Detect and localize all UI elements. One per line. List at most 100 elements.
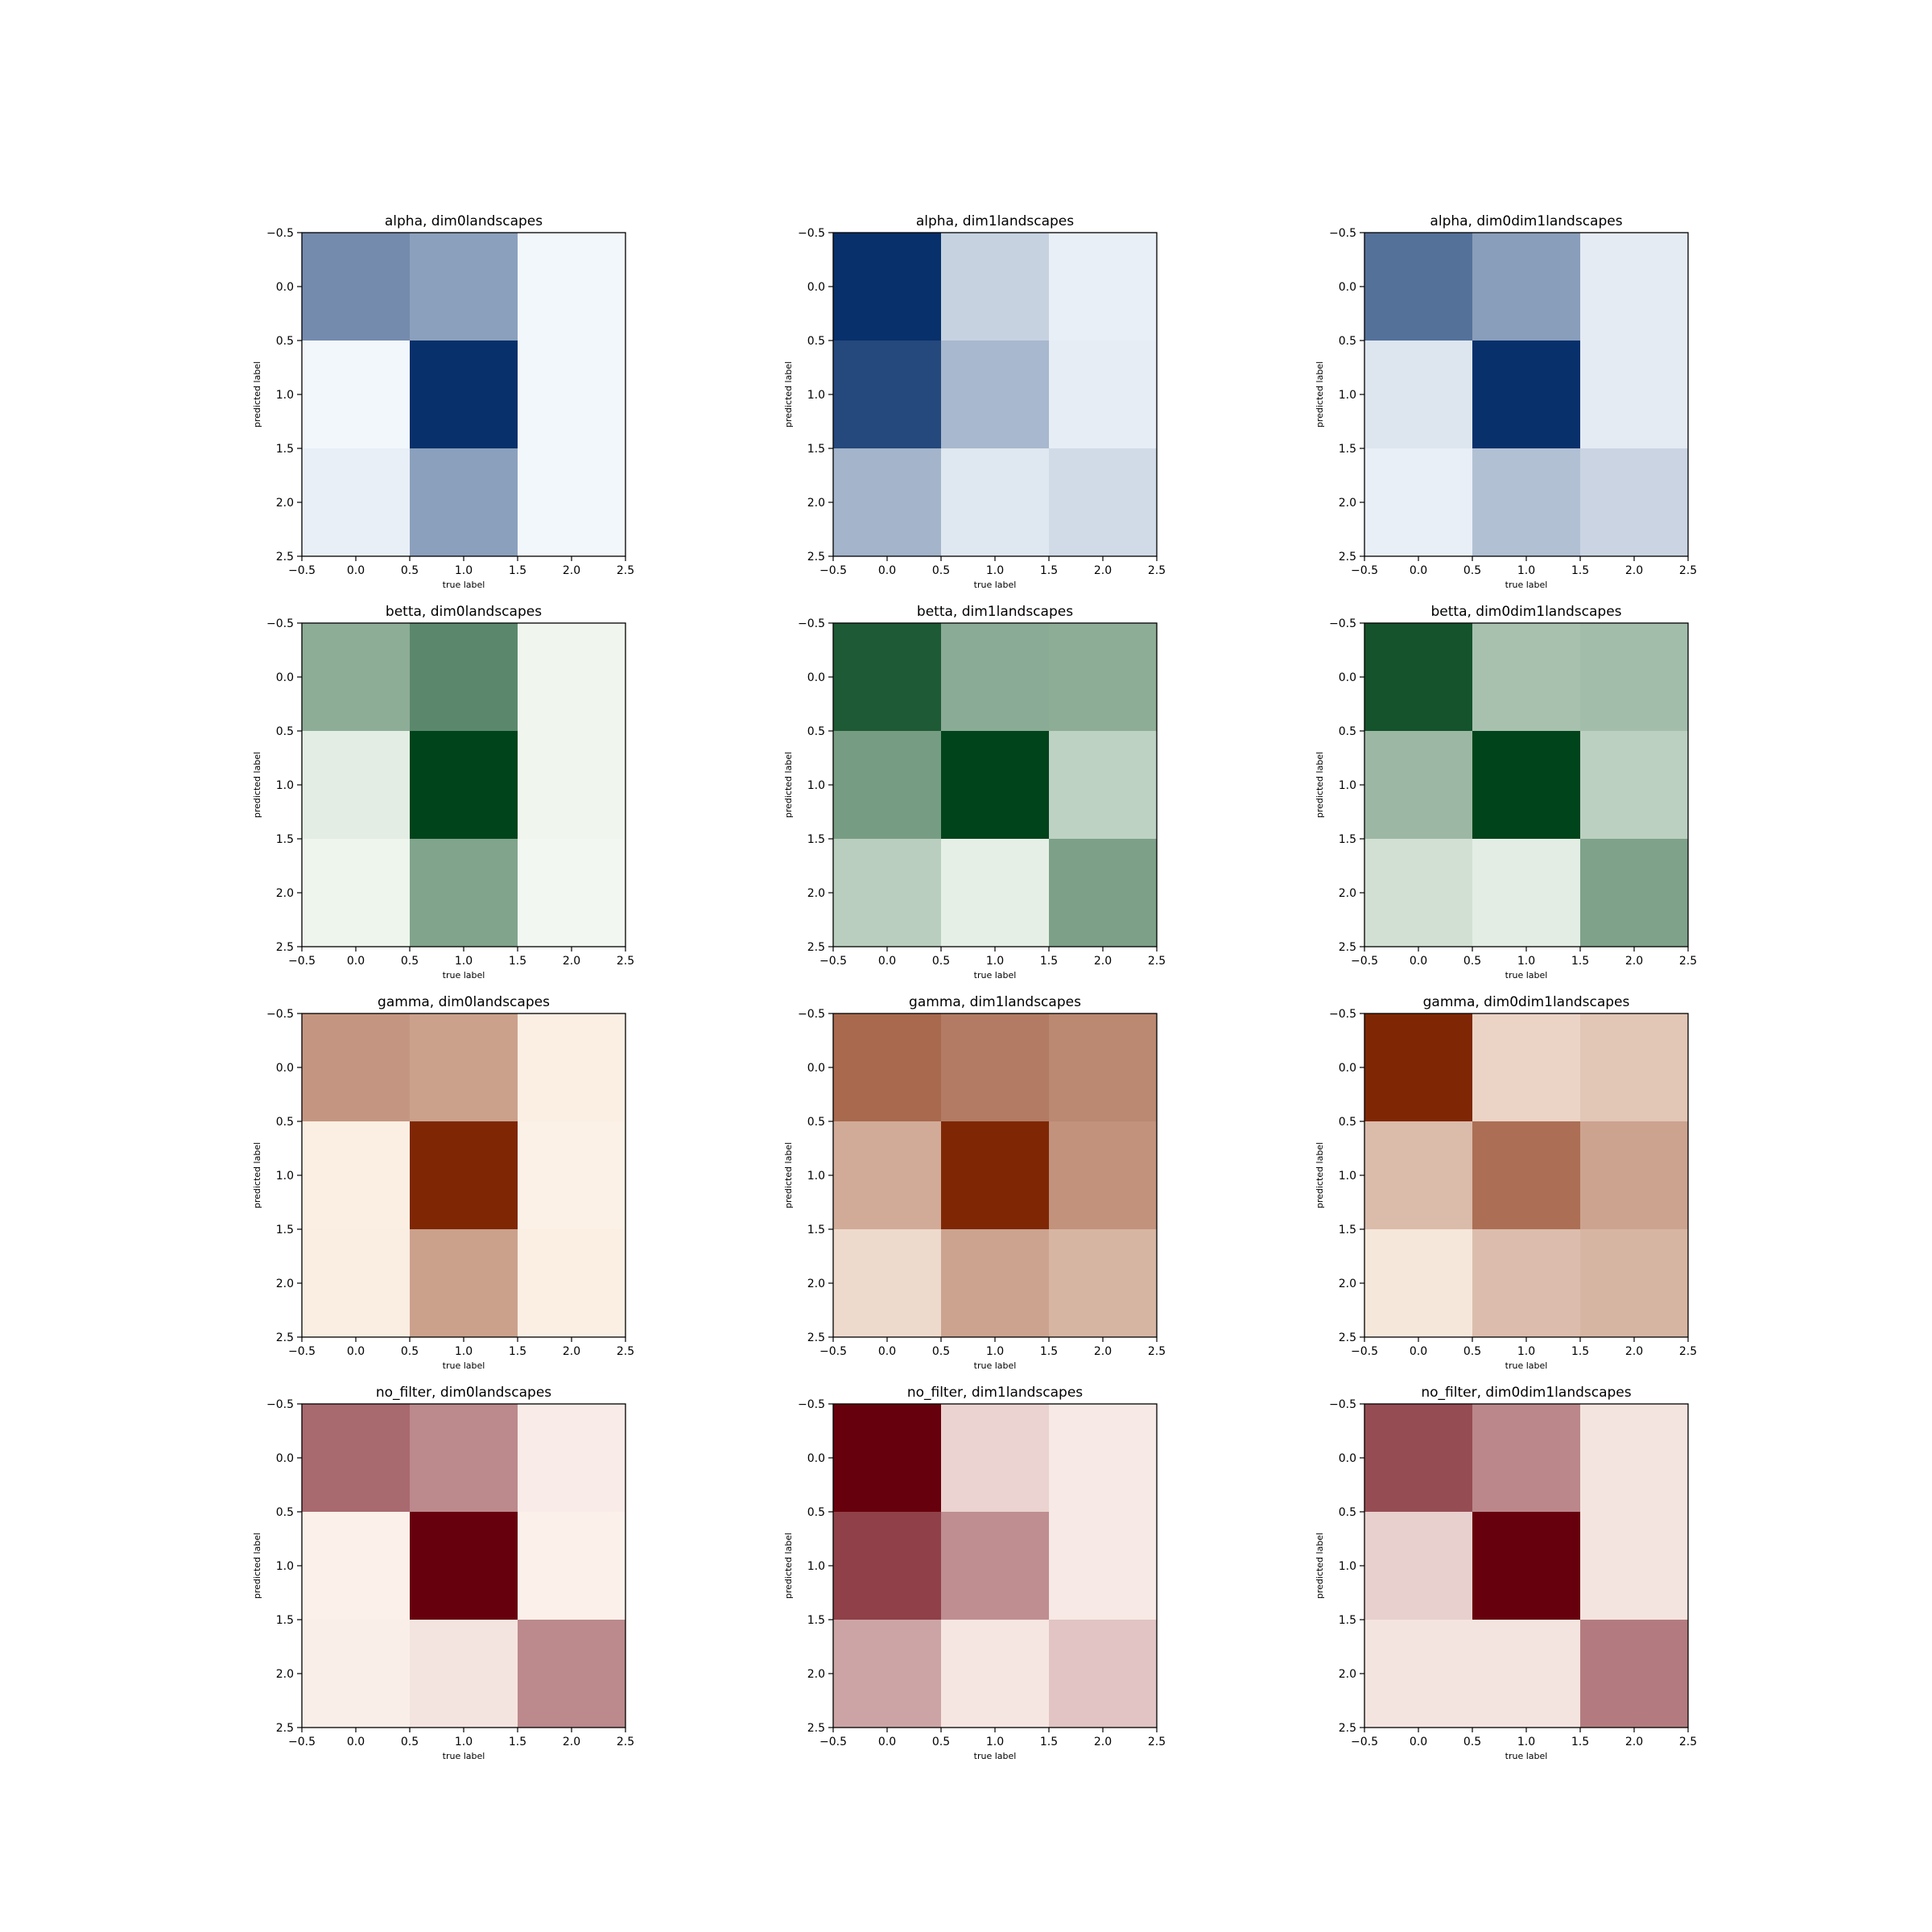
heatmap-cell-r0-c2 [1049,1404,1157,1512]
y-tick-label: 2.0 [1339,497,1356,510]
heatmap-cell-r0-c1 [1472,623,1580,731]
heatmap-panel-no-filter-dim1landscapes: −0.5 0.0 0.5 1.0 1.5 2.0 2.5−0.50.00.51.01.52.… [783,1385,1166,1761]
heatmap-cell-r1-c2 [518,1121,625,1229]
heatmap-cell-r2-c1 [1472,1229,1580,1337]
y-tick-label: 2.5 [807,941,825,954]
x-axis-label: true label [974,970,1017,980]
heatmap-cell-r1-c0 [302,731,410,839]
x-tick-label: 0.0 [347,1736,365,1748]
heatmap-cell-r2-c1 [941,839,1049,947]
y-tick-label: −0.5 [798,617,825,630]
heatmap-cell-r1-c1 [941,731,1049,839]
heatmap-panel-gamma-dim0landscapes: −0.5 0.0 0.5 1.0 1.5 2.0 2.5−0.50.00.51.01.52.… [252,994,634,1371]
x-tick-label: 0.0 [347,955,365,968]
heatmap-cell-r2-c0 [302,1620,410,1728]
y-tick-label: 0.0 [276,281,294,294]
y-tick-label: 0.5 [807,335,825,348]
y-tick-label: 0.0 [1339,281,1356,294]
x-tick-label: 1.0 [986,955,1004,968]
y-tick-label: −0.5 [1329,1008,1356,1021]
heatmap-cell-r1-c2 [1580,1512,1688,1620]
x-tick-label: 1.5 [1040,1736,1058,1748]
x-axis-label: true label [1505,1360,1548,1371]
y-tick-label: 2.5 [276,941,294,954]
x-tick-label: 2.5 [1148,1736,1166,1748]
heatmap-panel-no-filter-dim0landscapes: −0.5 0.0 0.5 1.0 1.5 2.0 2.5−0.50.00.51.01.52.… [252,1385,634,1761]
y-axis-label: predicted label [1315,1533,1325,1599]
x-tick-label: 0.0 [1410,1736,1427,1748]
panel-title: betta, dim1landscapes [917,604,1073,620]
y-tick-label: 0.5 [807,1116,825,1129]
heatmap-cell-r0-c1 [410,623,518,731]
x-tick-label: 2.5 [1679,955,1697,968]
y-tick-label: 0.0 [807,281,825,294]
x-tick-label: −0.5 [1351,1736,1378,1748]
y-tick-label: 0.5 [276,1506,294,1519]
x-tick-label: 2.5 [1679,564,1697,577]
x-tick-label: 1.0 [986,564,1004,577]
heatmap-cell-r2-c2 [518,448,625,556]
heatmap-cell-r0-c0 [1364,233,1472,341]
y-tick-label: 0.0 [1339,671,1356,684]
heatmap-cell-r1-c0 [1364,1512,1472,1620]
heatmap-cell-r2-c1 [1472,448,1580,556]
x-tick-label: 2.5 [617,955,634,968]
y-tick-label: −0.5 [798,227,825,240]
heatmap-cell-r0-c0 [833,233,941,341]
heatmap-cell-r2-c0 [302,448,410,556]
heatmap-cell-r1-c1 [410,731,518,839]
x-tick-label: 2.5 [1148,1345,1166,1358]
y-tick-label: −0.5 [1329,227,1356,240]
panel-title: betta, dim0dim1landscapes [1430,604,1621,620]
x-tick-label: −0.5 [819,955,847,968]
heatmap-cell-r0-c1 [1472,1013,1580,1121]
heatmap-cell-r0-c1 [941,233,1049,341]
y-axis-label: predicted label [1315,361,1325,427]
x-axis-label: true label [1505,580,1548,590]
x-tick-label: 2.5 [617,1345,634,1358]
x-axis-label: true label [443,970,485,980]
y-tick-label: 0.5 [1339,1506,1356,1519]
heatmap-cell-r1-c1 [1472,341,1580,448]
y-tick-label: 1.5 [1339,1224,1356,1236]
heatmap-cell-r2-c2 [1049,1229,1157,1337]
heatmap-cell-r1-c2 [1580,731,1688,839]
heatmap-cell-r2-c2 [1580,448,1688,556]
x-axis-label: true label [1505,970,1548,980]
y-tick-label: 1.5 [1339,1614,1356,1627]
x-tick-label: 2.0 [1094,1736,1112,1748]
heatmap-cell-r1-c0 [833,1512,941,1620]
x-tick-label: 0.0 [1410,1345,1427,1358]
x-tick-label: 1.0 [1517,955,1535,968]
y-tick-label: 0.5 [1339,1116,1356,1129]
x-tick-label: 1.0 [1517,1736,1535,1748]
x-tick-label: 1.0 [455,955,473,968]
x-tick-label: 0.5 [932,955,950,968]
x-tick-label: 2.0 [563,955,580,968]
x-tick-label: 1.5 [1571,1345,1589,1358]
y-tick-label: −0.5 [798,1008,825,1021]
y-axis-label: predicted label [1315,752,1325,818]
heatmap-cell-r0-c0 [302,1013,410,1121]
panel-title: alpha, dim0dim1landscapes [1430,213,1622,229]
heatmap-cell-r1-c2 [518,1512,625,1620]
y-tick-label: 2.0 [807,497,825,510]
y-tick-label: −0.5 [798,1398,825,1411]
heatmap-panel-betta-dim1landscapes: −0.5 0.0 0.5 1.0 1.5 2.0 2.5−0.50.00.51.01.52.… [783,604,1166,980]
y-tick-label: 1.0 [807,1170,825,1183]
heatmap-cell-r2-c2 [1049,1620,1157,1728]
x-axis-label: true label [443,1360,485,1371]
x-tick-label: 1.0 [455,564,473,577]
y-axis-label: predicted label [252,1533,262,1599]
y-tick-label: 1.5 [276,1224,294,1236]
x-tick-label: −0.5 [288,1345,316,1358]
heatmap-cell-r1-c1 [1472,1121,1580,1229]
x-tick-label: 0.0 [347,564,365,577]
heatmap-cell-r0-c0 [1364,623,1472,731]
y-tick-label: 2.5 [807,1722,825,1735]
x-tick-label: 0.5 [1463,564,1481,577]
y-tick-label: 0.0 [276,1452,294,1465]
heatmap-cell-r1-c2 [518,341,625,448]
y-tick-label: 2.5 [1339,941,1356,954]
y-tick-label: 0.0 [1339,1452,1356,1465]
